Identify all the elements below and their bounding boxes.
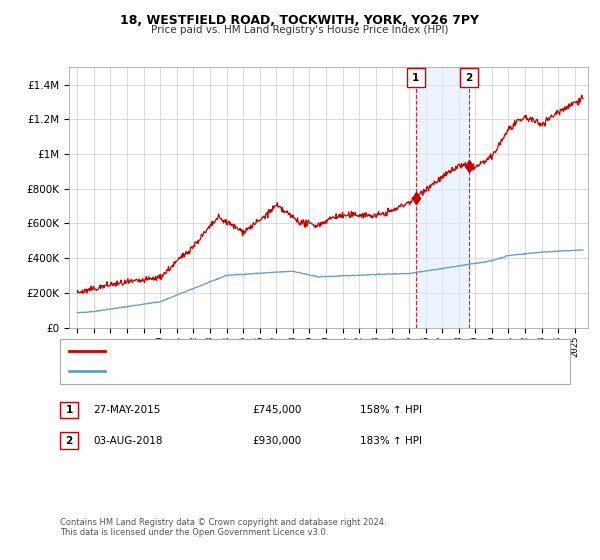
Text: £745,000: £745,000 (252, 405, 301, 415)
Text: 18, WESTFIELD ROAD, TOCKWITH, YORK, YO26 7PY (detached house): 18, WESTFIELD ROAD, TOCKWITH, YORK, YO26… (111, 346, 449, 356)
Text: 1: 1 (412, 73, 419, 82)
Text: 2: 2 (465, 73, 472, 82)
Text: HPI: Average price, detached house, North Yorkshire: HPI: Average price, detached house, Nort… (111, 366, 367, 376)
Text: 1: 1 (65, 405, 73, 415)
Text: £930,000: £930,000 (252, 436, 301, 446)
Text: 183% ↑ HPI: 183% ↑ HPI (360, 436, 422, 446)
Text: 03-AUG-2018: 03-AUG-2018 (93, 436, 163, 446)
Text: 27-MAY-2015: 27-MAY-2015 (93, 405, 160, 415)
Text: 2: 2 (65, 436, 73, 446)
Text: Contains HM Land Registry data © Crown copyright and database right 2024.
This d: Contains HM Land Registry data © Crown c… (60, 518, 386, 538)
Bar (416, 67, 469, 328)
Text: 158% ↑ HPI: 158% ↑ HPI (360, 405, 422, 415)
Text: Price paid vs. HM Land Registry's House Price Index (HPI): Price paid vs. HM Land Registry's House … (151, 25, 449, 35)
Text: 18, WESTFIELD ROAD, TOCKWITH, YORK, YO26 7PY: 18, WESTFIELD ROAD, TOCKWITH, YORK, YO26… (121, 14, 479, 27)
